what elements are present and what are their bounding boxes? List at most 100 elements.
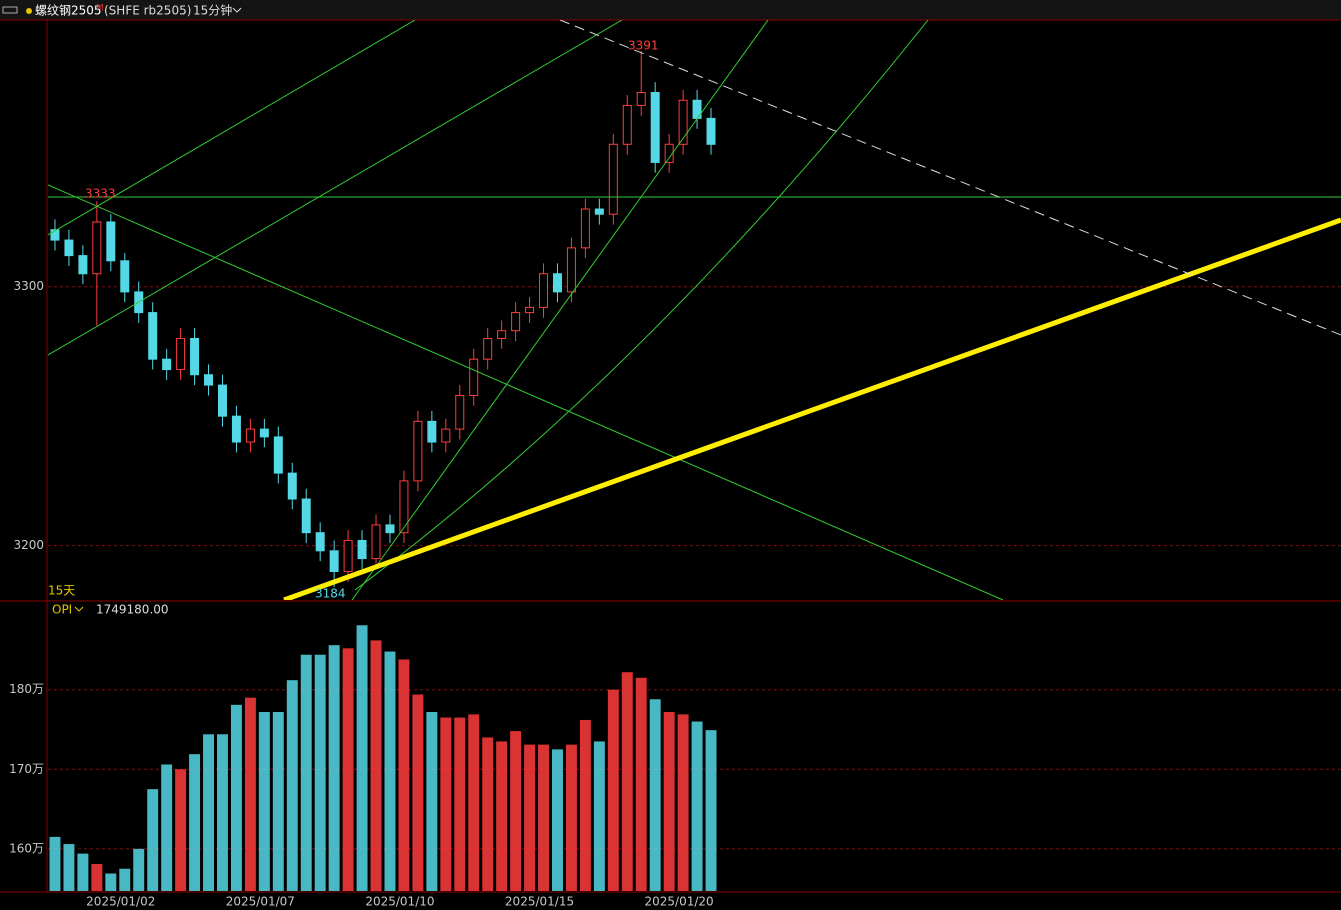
drawings bbox=[48, 20, 1341, 600]
candle-body bbox=[162, 358, 172, 371]
candle-body bbox=[190, 337, 200, 376]
opi-bar bbox=[244, 697, 256, 891]
opi-bar bbox=[691, 721, 703, 891]
opi-bar bbox=[649, 699, 661, 891]
opi-bar bbox=[49, 836, 61, 891]
candle-body bbox=[413, 420, 423, 482]
opi-bar bbox=[258, 711, 270, 891]
candle-body bbox=[441, 428, 451, 443]
opi-bar bbox=[579, 719, 591, 891]
candle-body bbox=[343, 539, 353, 573]
candle-body bbox=[315, 532, 325, 552]
opi-bar bbox=[175, 769, 187, 891]
candle-body bbox=[176, 337, 186, 371]
high-label: 3391 bbox=[628, 39, 659, 53]
candle-body bbox=[539, 273, 549, 308]
candle-body bbox=[106, 221, 116, 262]
opi-bar bbox=[426, 711, 438, 891]
trendline[interactable] bbox=[559, 20, 1341, 336]
candle-body bbox=[148, 312, 158, 360]
opi-bar bbox=[91, 863, 103, 891]
y-tick-label: 3300 bbox=[13, 279, 44, 293]
opi-bar bbox=[342, 648, 354, 891]
candle-body bbox=[483, 337, 493, 360]
opi-bar bbox=[524, 744, 536, 891]
opi-bar bbox=[607, 689, 619, 891]
opi-bar bbox=[356, 625, 368, 891]
candle-body bbox=[357, 539, 367, 560]
candle-body bbox=[371, 524, 381, 560]
opi-bar bbox=[593, 741, 605, 891]
opi-bar bbox=[510, 731, 522, 891]
opi-bar bbox=[286, 680, 298, 891]
candle-body bbox=[608, 143, 618, 215]
candle-body bbox=[259, 428, 269, 438]
trendline[interactable] bbox=[351, 20, 769, 600]
candle-body bbox=[678, 99, 688, 145]
candle-body bbox=[664, 143, 674, 163]
candle-body bbox=[636, 92, 646, 106]
period-dropdown[interactable] bbox=[232, 7, 242, 13]
opi-bar bbox=[496, 741, 508, 891]
candle-body bbox=[594, 208, 604, 215]
opi-bar bbox=[300, 654, 312, 891]
opi-bar bbox=[412, 694, 424, 891]
candle-body bbox=[469, 358, 479, 396]
opi-bar bbox=[105, 873, 117, 891]
low-label: 3184 bbox=[315, 587, 346, 601]
opi-bar bbox=[552, 749, 563, 891]
opi-bar bbox=[230, 704, 242, 891]
candle-body bbox=[622, 104, 632, 145]
opi-bar bbox=[468, 714, 480, 891]
opi-bar bbox=[272, 711, 284, 891]
candle-body bbox=[329, 550, 339, 573]
trendline[interactable] bbox=[48, 20, 416, 236]
candle-body bbox=[566, 247, 576, 293]
opi-bar bbox=[705, 730, 717, 891]
opi-bar bbox=[189, 754, 201, 891]
arc-line[interactable] bbox=[354, 20, 929, 591]
candle-body bbox=[399, 480, 409, 534]
x-tick-label: 2025/01/02 bbox=[86, 895, 155, 909]
opi-bar bbox=[119, 868, 131, 891]
indicator-value: 1749180.00 bbox=[96, 603, 169, 617]
opi-bar bbox=[677, 714, 689, 891]
candle-body bbox=[650, 92, 660, 163]
opi-bar bbox=[398, 659, 410, 891]
trendline[interactable] bbox=[48, 184, 1004, 600]
price-pane: 3200 3300 bbox=[13, 51, 1341, 588]
opi-bar bbox=[635, 677, 647, 891]
candle-body bbox=[427, 420, 437, 443]
opi-bar bbox=[370, 640, 382, 891]
header-bar bbox=[0, 0, 1341, 20]
opi-bar bbox=[621, 672, 633, 891]
indicator-name[interactable]: OPI bbox=[52, 603, 72, 617]
trendline[interactable] bbox=[48, 20, 623, 356]
opi-bar bbox=[63, 844, 75, 891]
opi-bar bbox=[77, 853, 89, 891]
opi-bar bbox=[161, 764, 173, 891]
opi-bar bbox=[133, 848, 145, 891]
x-tick-label: 2025/01/07 bbox=[226, 895, 295, 909]
opi-bar bbox=[384, 651, 396, 891]
trendline[interactable] bbox=[283, 217, 1341, 600]
status-dot bbox=[26, 8, 32, 14]
menu-icon[interactable] bbox=[2, 6, 18, 14]
opi-bar bbox=[565, 744, 577, 891]
code: (SHFE rb2505) bbox=[104, 4, 191, 18]
period[interactable]: 15分钟 bbox=[193, 3, 232, 18]
candle-body bbox=[92, 221, 102, 275]
x-tick-label: 2025/01/20 bbox=[645, 895, 714, 909]
candle-body bbox=[287, 472, 297, 500]
candle-body bbox=[706, 117, 716, 145]
indicator-dropdown[interactable] bbox=[74, 606, 84, 612]
candle-body bbox=[204, 374, 214, 386]
candle-body bbox=[64, 239, 74, 257]
candle-body bbox=[552, 273, 562, 293]
opi-bar bbox=[217, 734, 228, 891]
opi-bar bbox=[440, 717, 452, 891]
candle-body bbox=[78, 255, 88, 275]
candle-body bbox=[50, 229, 60, 241]
x-tick-label: 2025/01/15 bbox=[505, 895, 574, 909]
